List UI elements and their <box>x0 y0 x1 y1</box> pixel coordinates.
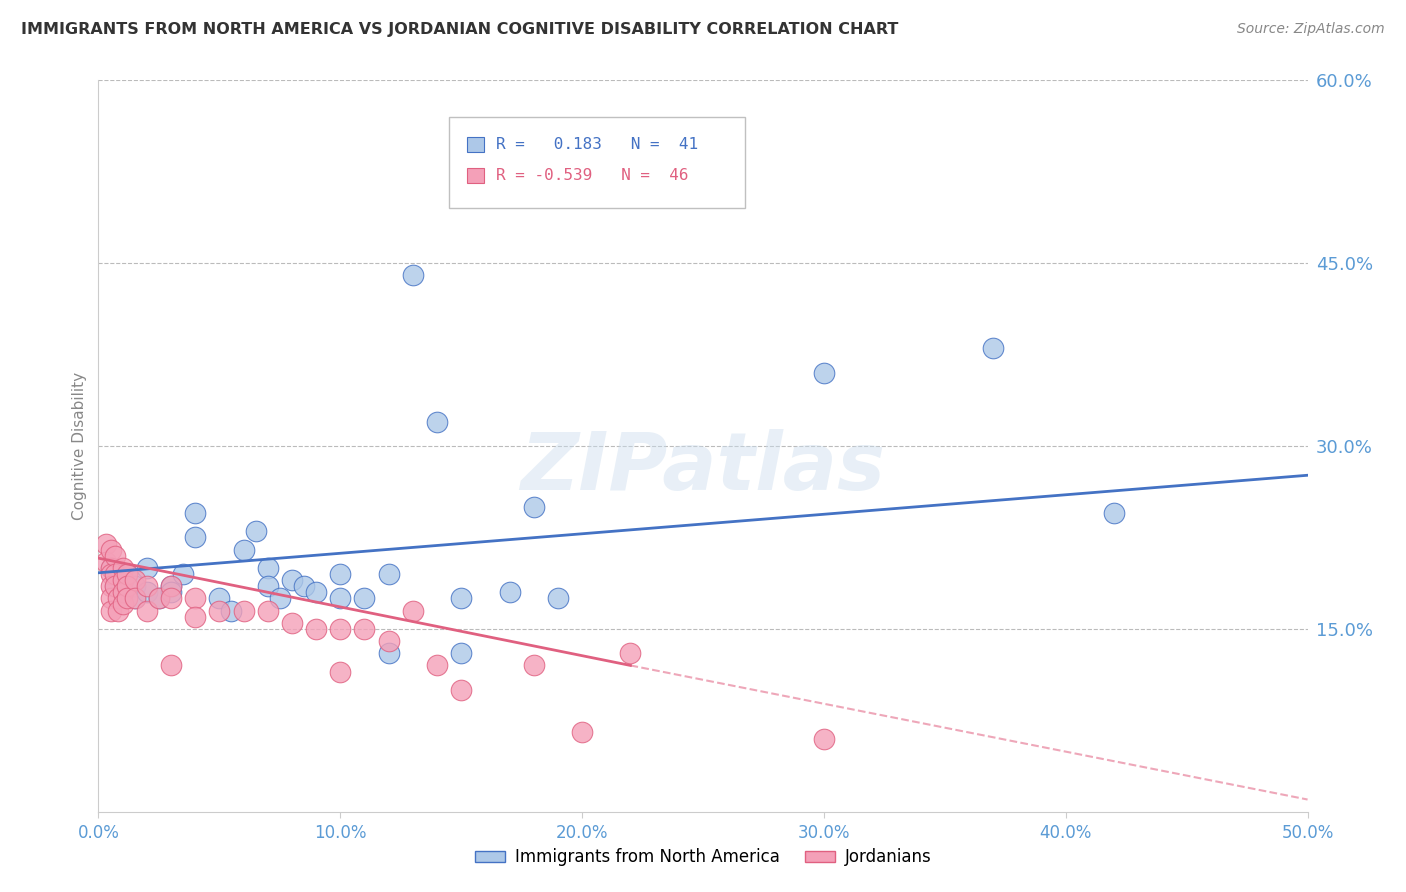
Point <box>100 579 122 593</box>
Text: R = -0.539   N =  46: R = -0.539 N = 46 <box>496 168 689 183</box>
Point <box>160 579 183 593</box>
Point <box>104 549 127 563</box>
Point <box>450 591 472 606</box>
Bar <box>467 168 484 183</box>
Point <box>813 731 835 746</box>
Point <box>184 609 207 624</box>
Point <box>100 603 122 617</box>
Point <box>160 658 183 673</box>
Point <box>232 603 254 617</box>
Point <box>148 591 170 606</box>
Point <box>107 603 129 617</box>
Point <box>208 591 231 606</box>
Point <box>498 585 520 599</box>
Point <box>329 591 352 606</box>
Point <box>426 658 449 673</box>
Point <box>402 268 425 283</box>
Point <box>377 634 399 648</box>
Legend: Immigrants from North America, Jordanians: Immigrants from North America, Jordanian… <box>468 841 938 873</box>
Point <box>547 591 569 606</box>
Point <box>208 603 231 617</box>
Point <box>981 342 1004 356</box>
Point <box>124 573 146 587</box>
Point <box>256 603 278 617</box>
Point <box>117 567 139 582</box>
Point <box>329 567 352 582</box>
Point <box>329 665 352 679</box>
Point <box>426 415 449 429</box>
Point <box>160 591 183 606</box>
Point <box>117 579 139 593</box>
FancyBboxPatch shape <box>449 117 745 209</box>
Point <box>232 542 254 557</box>
Point <box>256 561 278 575</box>
Point <box>117 591 139 606</box>
Point <box>111 561 134 575</box>
Point <box>329 622 352 636</box>
Text: ZIPatlas: ZIPatlas <box>520 429 886 507</box>
Point <box>124 591 146 606</box>
Point <box>172 567 194 582</box>
Point <box>256 579 278 593</box>
Point <box>104 579 127 593</box>
Point <box>813 366 835 380</box>
Point <box>111 585 134 599</box>
Bar <box>467 137 484 152</box>
Point <box>377 646 399 660</box>
Point <box>353 591 375 606</box>
Point <box>402 603 425 617</box>
Point <box>450 646 472 660</box>
Point <box>221 603 243 617</box>
Point <box>104 567 127 582</box>
Point <box>135 561 157 575</box>
Point <box>100 542 122 557</box>
Point <box>100 591 122 606</box>
Point <box>135 579 157 593</box>
Point <box>100 561 122 575</box>
Point <box>111 573 134 587</box>
Point <box>94 555 117 569</box>
Text: R =   0.183   N =  41: R = 0.183 N = 41 <box>496 137 699 153</box>
Text: IMMIGRANTS FROM NORTH AMERICA VS JORDANIAN COGNITIVE DISABILITY CORRELATION CHAR: IMMIGRANTS FROM NORTH AMERICA VS JORDANI… <box>21 22 898 37</box>
Point <box>450 682 472 697</box>
Point <box>107 591 129 606</box>
Point <box>305 585 328 599</box>
Point <box>245 524 267 539</box>
Point <box>184 530 207 544</box>
Point <box>269 591 291 606</box>
Point <box>107 567 129 582</box>
Point <box>377 567 399 582</box>
Point <box>281 573 304 587</box>
Text: Source: ZipAtlas.com: Source: ZipAtlas.com <box>1237 22 1385 37</box>
Point <box>523 658 546 673</box>
Point <box>1102 506 1125 520</box>
Point <box>111 585 134 599</box>
Point <box>135 585 157 599</box>
Y-axis label: Cognitive Disability: Cognitive Disability <box>72 372 87 520</box>
Point <box>305 622 328 636</box>
Point <box>135 603 157 617</box>
Point <box>111 598 134 612</box>
Point <box>160 579 183 593</box>
Point <box>523 500 546 514</box>
Point <box>160 585 183 599</box>
Point <box>292 579 315 593</box>
Point <box>619 646 641 660</box>
Point <box>100 567 122 582</box>
Point <box>148 591 170 606</box>
Point <box>111 573 134 587</box>
Point <box>184 506 207 520</box>
Point <box>124 579 146 593</box>
Point <box>94 536 117 550</box>
Point <box>117 567 139 582</box>
Point <box>124 591 146 606</box>
Point <box>571 725 593 739</box>
Point <box>281 615 304 630</box>
Point <box>184 591 207 606</box>
Point <box>353 622 375 636</box>
Point <box>100 561 122 575</box>
Point <box>104 579 127 593</box>
